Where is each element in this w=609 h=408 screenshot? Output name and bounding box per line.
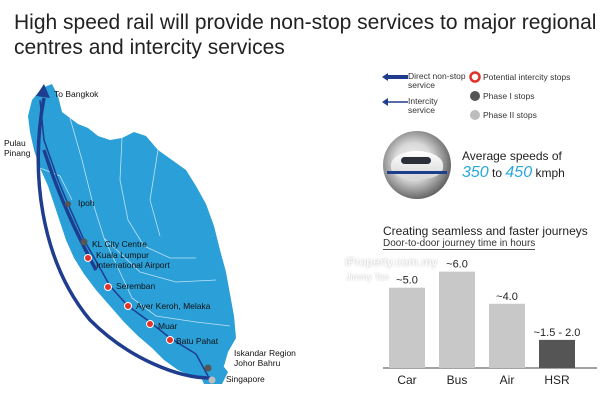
- speed-low: 350: [462, 164, 489, 181]
- value-label-bus: ~6.0: [446, 259, 468, 271]
- stop-klia: [84, 254, 92, 262]
- label-bangkok: To Bangkok: [54, 89, 99, 99]
- speed-to: to: [492, 166, 503, 180]
- train-window: [401, 157, 431, 164]
- value-label-hsr: ~1.5 - 2.0: [534, 327, 581, 339]
- potential-stop-icon: [469, 71, 481, 83]
- watermark-site: iProperty.com.my: [345, 255, 438, 269]
- watermark-user: Jimmy Tan: [346, 272, 389, 282]
- direct-route-west: [36, 97, 211, 380]
- stop-ayer-keroh: [124, 302, 132, 310]
- state-borders: [39, 117, 231, 327]
- train-photo: [383, 131, 451, 199]
- direct-service-arrow-icon: [382, 73, 408, 81]
- legend-potential: Potential intercity stops: [483, 72, 571, 82]
- label-klia: Kuala Lumpur International Airport: [96, 250, 170, 270]
- stop-iskandar: [204, 364, 212, 372]
- value-label-car: ~5.0: [396, 275, 418, 287]
- stop-singapore: [208, 376, 216, 384]
- label-muar: Muar: [158, 321, 178, 331]
- peninsula-map: [28, 84, 236, 384]
- chart-title: Creating seamless and faster journeys: [383, 224, 588, 238]
- category-label-air: Air: [500, 373, 515, 387]
- legend-phase1: Phase I stops: [483, 91, 535, 101]
- speed-high: 450: [505, 164, 533, 181]
- category-label-hsr: HSR: [544, 373, 570, 387]
- bangkok-arrow: [36, 84, 50, 98]
- legend-phase2: Phase II stops: [483, 110, 537, 120]
- stop-seremban: [104, 283, 112, 291]
- bar-hsr: [539, 339, 575, 368]
- bar-air: [489, 303, 525, 368]
- label-pulau-pinang: Pulau Pinang: [4, 138, 31, 158]
- legend-direct: Direct non-stop service: [408, 71, 466, 90]
- stop-ipoh: [65, 201, 71, 207]
- phase2-stop-icon: [470, 110, 480, 120]
- bar-bus: [439, 271, 475, 368]
- speed-unit: kmph: [535, 166, 565, 180]
- stop-batu-pahat: [166, 336, 174, 344]
- label-ipoh: Ipoh: [78, 198, 95, 208]
- train-stripe: [387, 171, 447, 174]
- legend-intercity: Intercity service: [408, 96, 438, 115]
- average-speed-label: Average speeds of: [462, 149, 562, 163]
- label-kl: KL City Centre: [92, 239, 147, 249]
- phase1-stop-icon: [470, 91, 480, 101]
- legend-symbols-stops: [469, 71, 481, 120]
- train-nose: [391, 151, 443, 179]
- chart-subtitle: Door-to-door journey time in hours: [383, 238, 536, 250]
- map-land: [28, 84, 236, 378]
- label-ayer-keroh: Ayer Keroh, Melaka: [136, 301, 211, 311]
- category-label-bus: Bus: [447, 373, 468, 387]
- average-speed-value: 350 to 450 kmph: [462, 164, 565, 182]
- page-title: High speed rail will provide non-stop se…: [14, 11, 597, 59]
- label-iskandar: Iskandar Region Johor Bahru: [234, 348, 296, 368]
- category-label-car: Car: [397, 373, 416, 387]
- intercity-service-arrow-icon: [382, 98, 388, 106]
- stop-muar: [146, 320, 154, 328]
- stop-kl: [80, 238, 88, 246]
- legend-symbols-routes: [382, 73, 408, 106]
- journey-time-chart: Iskandar Region~5.0Car~6.0Bus~4.0Air~1.5…: [383, 259, 597, 387]
- value-label-air: ~4.0: [496, 291, 518, 303]
- label-batu-pahat: Batu Pahat: [176, 336, 219, 346]
- bar-car: [389, 287, 425, 368]
- label-seremban: Seremban: [116, 281, 156, 291]
- label-singapore: Singapore: [226, 374, 265, 384]
